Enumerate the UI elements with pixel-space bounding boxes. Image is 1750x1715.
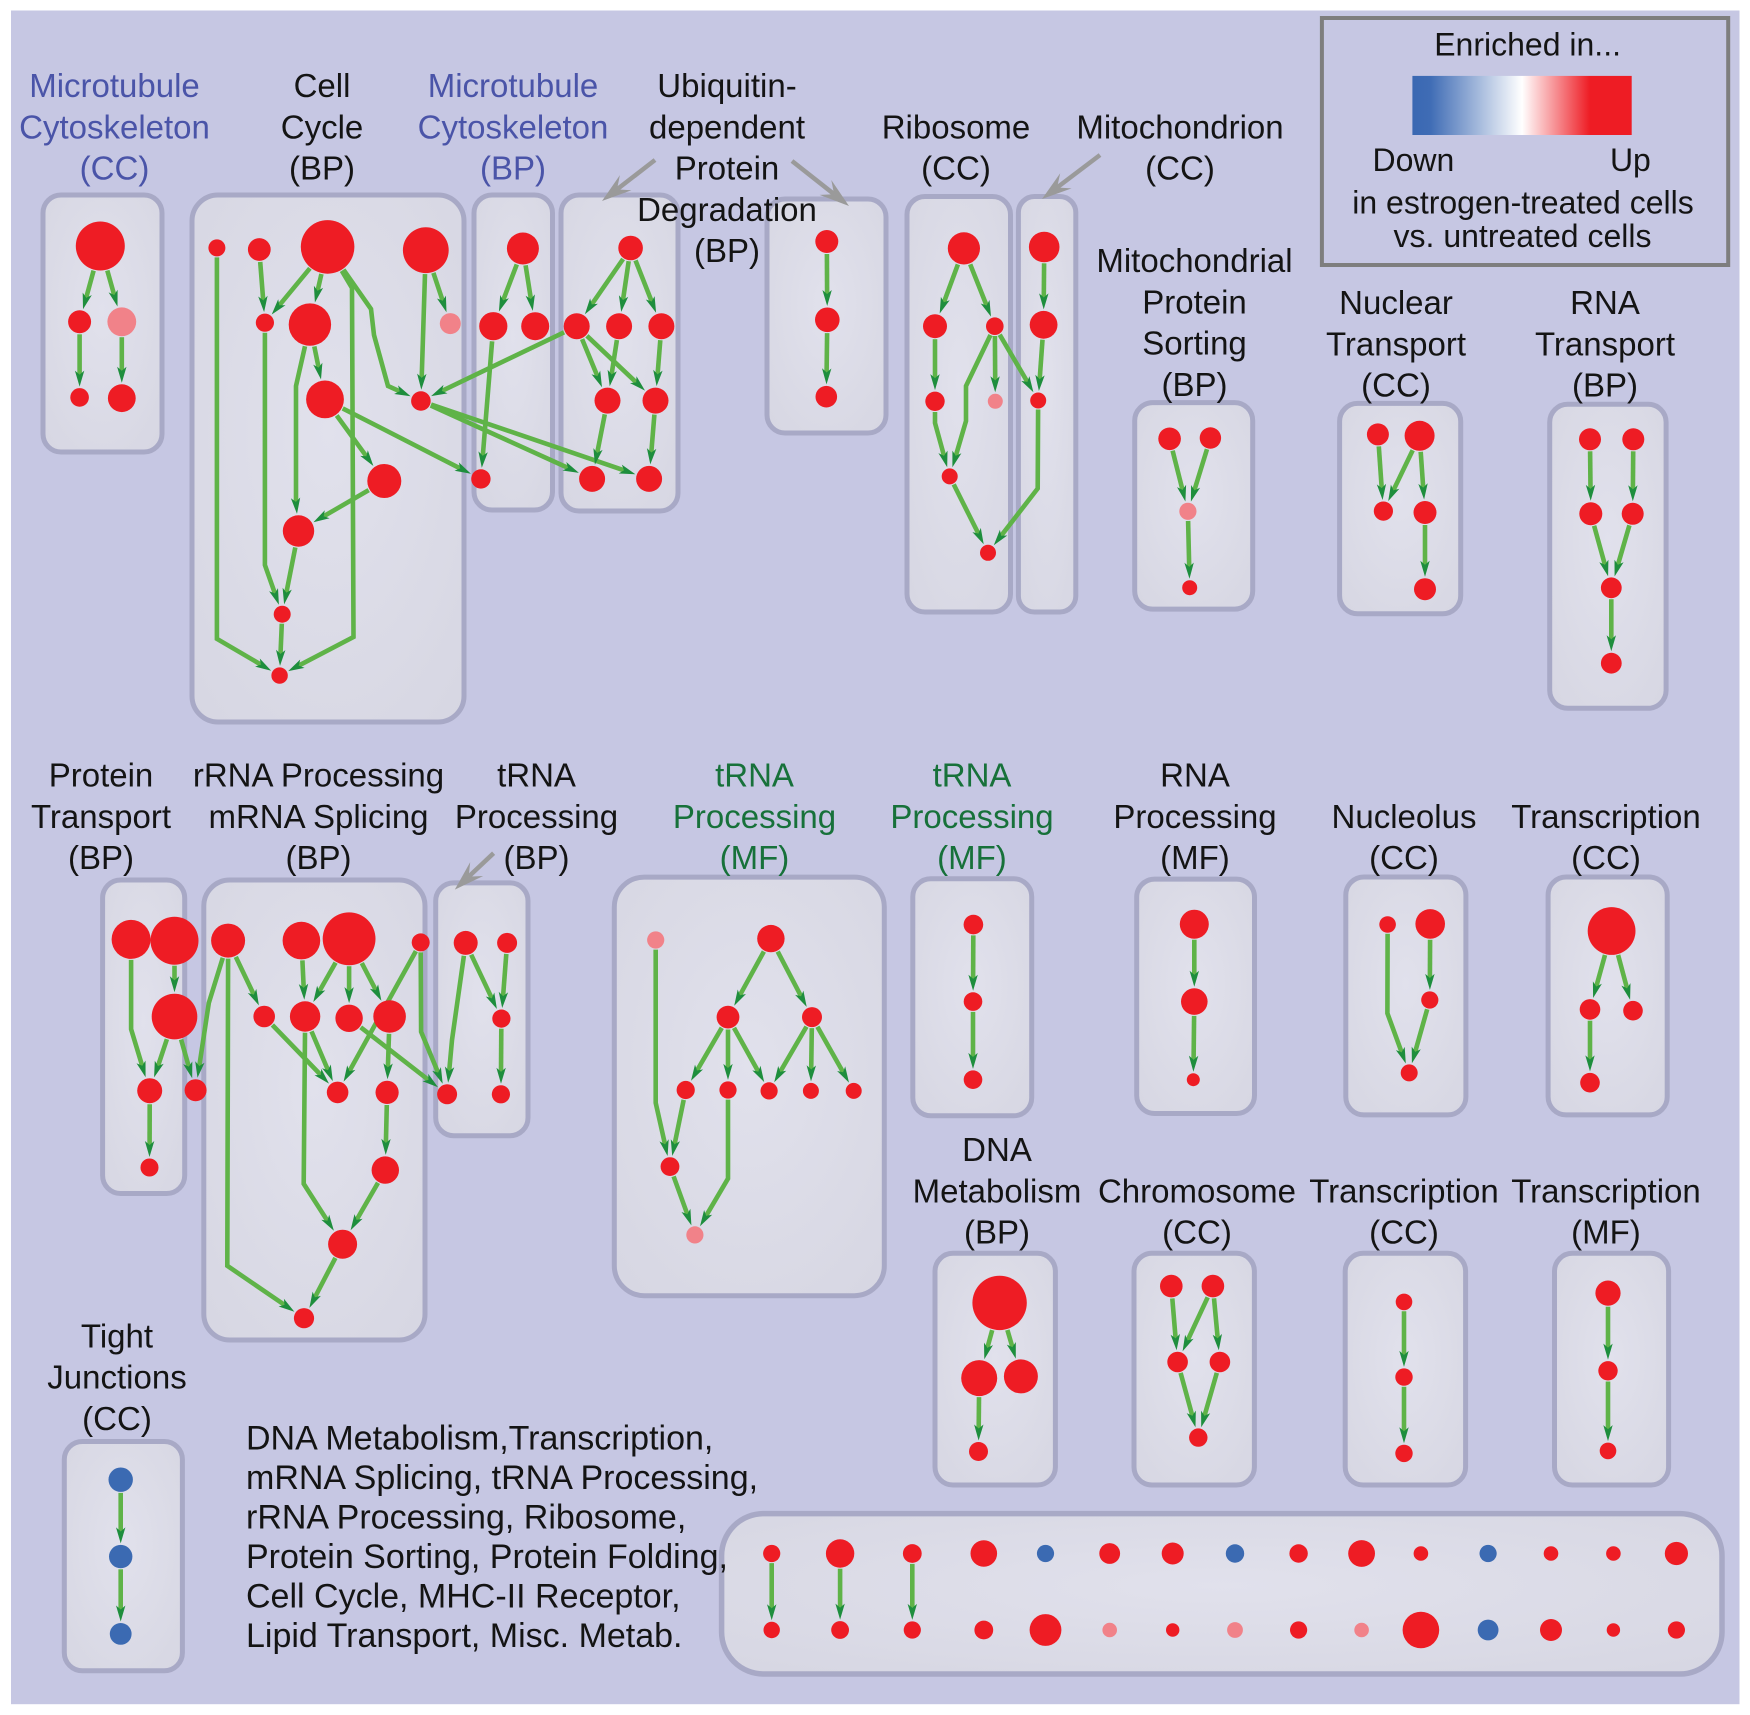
svg-text:(CC): (CC)	[82, 1400, 152, 1437]
svg-text:(BP): (BP)	[289, 150, 355, 187]
svg-text:Sorting: Sorting	[1142, 325, 1247, 362]
svg-text:(CC): (CC)	[921, 150, 991, 187]
svg-text:Cytoskeleton: Cytoskeleton	[418, 108, 609, 145]
svg-text:Tight: Tight	[81, 1317, 153, 1354]
svg-text:mRNA Splicing: mRNA Splicing	[208, 798, 428, 835]
svg-text:Transcription: Transcription	[1511, 798, 1701, 835]
svg-text:Processing: Processing	[455, 798, 618, 835]
svg-text:Protein: Protein	[675, 150, 780, 187]
svg-text:(BP): (BP)	[1162, 366, 1228, 403]
svg-text:Processing: Processing	[673, 798, 836, 835]
svg-text:Lipid Transport, Misc. Metab.: Lipid Transport, Misc. Metab.	[246, 1617, 683, 1655]
svg-text:Metabolism: Metabolism	[913, 1172, 1082, 1209]
svg-text:Microtubule: Microtubule	[29, 67, 200, 104]
svg-text:Mitochondrion: Mitochondrion	[1076, 108, 1283, 145]
svg-text:Transcription: Transcription	[1511, 1172, 1701, 1209]
svg-text:tRNA: tRNA	[497, 757, 576, 794]
svg-text:rRNA Processing, Ribosome,: rRNA Processing, Ribosome,	[246, 1498, 686, 1536]
svg-text:mRNA Splicing, tRNA Processing: mRNA Splicing, tRNA Processing,	[246, 1459, 758, 1497]
svg-text:RNA: RNA	[1570, 284, 1640, 321]
svg-text:(BP): (BP)	[480, 150, 546, 187]
svg-text:(BP): (BP)	[68, 839, 134, 876]
svg-text:Cell: Cell	[294, 67, 351, 104]
svg-text:Degradation: Degradation	[637, 191, 817, 228]
svg-text:Cycle: Cycle	[281, 108, 364, 145]
svg-text:(CC): (CC)	[1369, 839, 1439, 876]
svg-text:vs. untreated cells: vs. untreated cells	[1394, 218, 1652, 254]
svg-text:tRNA: tRNA	[715, 757, 794, 794]
svg-text:Transport: Transport	[1535, 325, 1675, 362]
svg-text:Down: Down	[1372, 142, 1454, 178]
svg-text:DNA Metabolism,Transcription,: DNA Metabolism,Transcription,	[246, 1419, 713, 1457]
svg-text:Transcription: Transcription	[1309, 1172, 1499, 1209]
svg-text:Chromosome: Chromosome	[1098, 1172, 1296, 1209]
svg-text:Up: Up	[1610, 142, 1651, 178]
svg-text:(MF): (MF)	[937, 839, 1007, 876]
svg-text:(MF): (MF)	[1571, 1214, 1641, 1251]
svg-text:Ubiquitin-: Ubiquitin-	[657, 67, 796, 104]
svg-text:Protein: Protein	[49, 757, 154, 794]
svg-text:(CC): (CC)	[1145, 150, 1215, 187]
svg-text:(CC): (CC)	[1162, 1214, 1232, 1251]
svg-text:Transport: Transport	[31, 798, 171, 835]
svg-text:Enriched in...: Enriched in...	[1434, 26, 1621, 62]
svg-text:(BP): (BP)	[964, 1214, 1030, 1251]
svg-text:Processing: Processing	[1113, 798, 1276, 835]
svg-text:(CC): (CC)	[1361, 367, 1431, 404]
svg-text:rRNA Processing: rRNA Processing	[193, 757, 444, 794]
svg-text:Protein: Protein	[1142, 283, 1247, 320]
svg-text:Protein Sorting, Protein Foldi: Protein Sorting, Protein Folding,	[246, 1538, 728, 1576]
svg-text:Nuclear: Nuclear	[1339, 284, 1453, 321]
svg-text:(CC): (CC)	[80, 150, 150, 187]
svg-text:(BP): (BP)	[504, 839, 570, 876]
svg-text:(BP): (BP)	[286, 839, 352, 876]
svg-text:dependent: dependent	[649, 108, 805, 145]
svg-text:Microtubule: Microtubule	[428, 67, 599, 104]
svg-text:(MF): (MF)	[1160, 839, 1230, 876]
svg-text:(MF): (MF)	[720, 839, 790, 876]
svg-text:Junctions: Junctions	[47, 1359, 186, 1396]
svg-text:(CC): (CC)	[1571, 839, 1641, 876]
svg-text:Transport: Transport	[1326, 325, 1466, 362]
svg-text:Ribosome: Ribosome	[882, 108, 1031, 145]
svg-text:(BP): (BP)	[694, 232, 760, 269]
svg-text:(CC): (CC)	[1369, 1214, 1439, 1251]
svg-text:RNA: RNA	[1160, 757, 1230, 794]
svg-text:Processing: Processing	[890, 798, 1053, 835]
svg-text:Cytoskeleton: Cytoskeleton	[19, 108, 210, 145]
svg-text:Mitochondrial: Mitochondrial	[1096, 242, 1292, 279]
svg-text:in estrogen-treated cells: in estrogen-treated cells	[1352, 184, 1694, 220]
svg-text:tRNA: tRNA	[933, 757, 1012, 794]
svg-text:Nucleolus: Nucleolus	[1332, 798, 1477, 835]
svg-text:Cell Cycle, MHC-II Receptor,: Cell Cycle, MHC-II Receptor,	[246, 1577, 681, 1615]
svg-text:(BP): (BP)	[1572, 367, 1638, 404]
svg-text:DNA: DNA	[962, 1131, 1032, 1168]
